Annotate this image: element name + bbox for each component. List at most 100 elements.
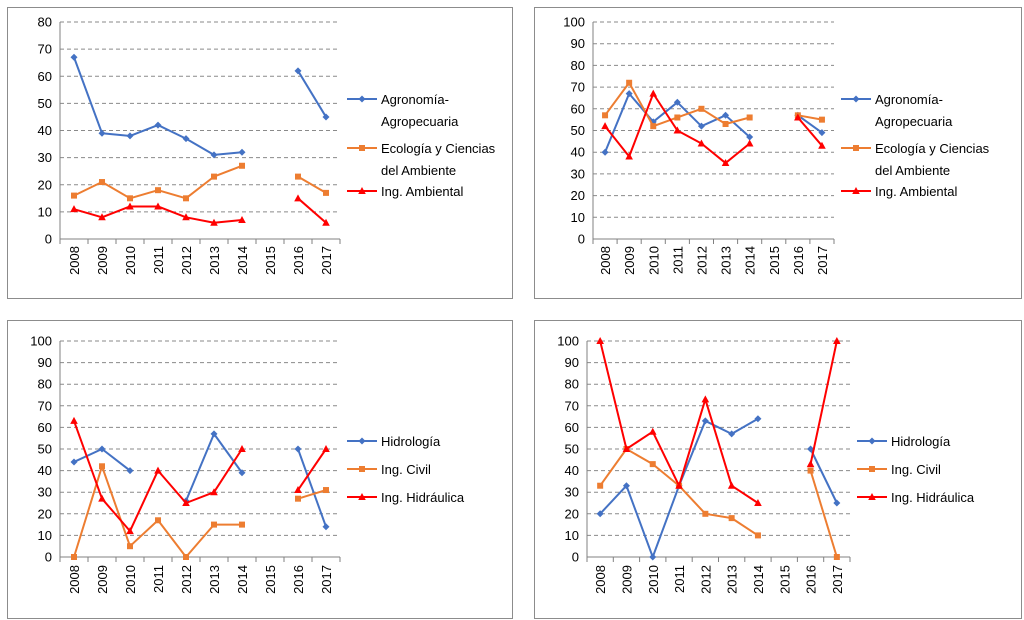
data-point (99, 179, 105, 186)
series-line (809, 340, 838, 465)
x-tick-label: 2015 (777, 565, 792, 594)
x-tick-label: 2012 (179, 565, 194, 594)
data-point (238, 445, 246, 452)
x-tick-label: 2011 (151, 565, 166, 593)
line-chart-2: 0 10 20 30 40 50 60 70 80 90 100 2008 2009 2010 2011 20… (563, 15, 990, 275)
data-point (70, 205, 78, 213)
chart-panel-4: 0 10 20 30 40 50 60 70 80 90 100 2008 2009 2010 2011 20… (534, 320, 1022, 619)
data-point (697, 122, 705, 130)
data-point (211, 521, 217, 528)
data-point (648, 427, 657, 435)
series-1 (601, 90, 826, 156)
data-point (601, 148, 609, 156)
y-tick-label: 70 (38, 398, 52, 413)
data-point (126, 527, 134, 535)
data-point (701, 395, 710, 403)
x-tick-label: 2013 (207, 565, 222, 594)
legend-label: Ing. Hidráulica (381, 490, 465, 505)
series-2 (71, 463, 329, 560)
data-point (295, 173, 301, 180)
legend-label: Agronomía- (875, 92, 943, 107)
series-line (73, 56, 243, 156)
data-point (649, 553, 657, 561)
series-line (297, 70, 327, 118)
x-tick-label: 2008 (67, 246, 82, 275)
data-point (722, 111, 730, 119)
y-tick-label: 20 (38, 506, 52, 521)
data-point (294, 486, 302, 494)
series-3 (596, 337, 841, 506)
y-tick-label: 50 (38, 96, 52, 111)
legend-label: Agropecuaria (875, 114, 953, 129)
y-tick-label: 0 (45, 232, 52, 247)
data-point (182, 135, 190, 143)
legend-swatch-marker (868, 493, 876, 500)
data-point (746, 133, 754, 141)
x-tick-label: 2011 (151, 246, 166, 274)
data-point (323, 189, 329, 196)
legend-label: Ecología y Ciencias (875, 141, 990, 156)
legend-label: Ing. Civil (381, 462, 431, 477)
legend-label: Ing. Civil (891, 462, 941, 477)
x-tick-label: 2014 (235, 565, 250, 594)
y-tick-label: 70 (565, 398, 579, 413)
legend-label: Ecología y Ciencias (381, 141, 496, 156)
y-tick-label: 20 (38, 177, 52, 192)
x-tick-label: 2016 (291, 246, 306, 275)
data-point (698, 105, 705, 112)
x-tick-label: 2010 (123, 246, 138, 275)
data-point (154, 121, 162, 129)
data-point (155, 517, 161, 524)
legend-entry: Agronomía- Agropecuaria (347, 92, 459, 129)
y-tick-label: 80 (38, 15, 52, 30)
data-point (625, 152, 633, 160)
series-line (73, 465, 242, 558)
legend-entry: Ing. Ambiental (347, 184, 463, 199)
x-tick-label: 2009 (95, 246, 110, 275)
data-point (649, 461, 656, 468)
x-tick-label: 2012 (698, 565, 713, 594)
data-point (794, 113, 802, 121)
series-line (599, 340, 759, 504)
legend-entry: Ecología y Ciencias del Ambiente (841, 141, 990, 178)
data-point (294, 445, 302, 453)
data-point (98, 213, 106, 221)
data-point (597, 482, 604, 489)
data-point (322, 445, 330, 452)
data-point (701, 417, 709, 425)
x-tick-label: 2013 (207, 246, 222, 275)
legend-swatch-marker (869, 466, 875, 472)
data-point (322, 218, 330, 226)
data-point (673, 98, 681, 106)
legend-swatch-marker (852, 187, 860, 194)
x-tick-label: 2010 (646, 246, 661, 275)
legend-label: Agronomía- (381, 92, 449, 107)
series-line (297, 489, 327, 500)
legend-swatch-marker (359, 145, 365, 151)
x-tick-label: 2013 (725, 565, 740, 594)
x-tick-label: 2008 (593, 565, 608, 594)
x-tick-label: 2014 (751, 565, 766, 594)
legend-swatch-marker (358, 187, 366, 194)
x-tick-label: 2012 (179, 246, 194, 275)
x-tick-label: 2011 (672, 565, 687, 593)
legend-entry: Agronomía- Agropecuaria (841, 92, 953, 129)
data-point (71, 192, 77, 199)
data-point (99, 463, 105, 470)
x-tick-label: 2009 (95, 565, 110, 594)
legend-swatch-marker (358, 437, 366, 445)
data-point (126, 132, 134, 140)
y-tick-label: 0 (45, 550, 52, 565)
data-point (295, 495, 301, 502)
y-tick-label: 30 (571, 166, 585, 181)
data-point (126, 467, 134, 475)
data-point (673, 126, 682, 134)
x-tick-label: 2016 (291, 565, 306, 594)
y-tick-label: 70 (571, 80, 585, 95)
data-point (238, 148, 246, 156)
data-point (754, 532, 761, 539)
data-point (818, 141, 826, 149)
y-tick-label: 10 (565, 528, 579, 543)
x-tick-label: 2009 (619, 565, 634, 594)
y-tick-label: 50 (38, 442, 52, 457)
